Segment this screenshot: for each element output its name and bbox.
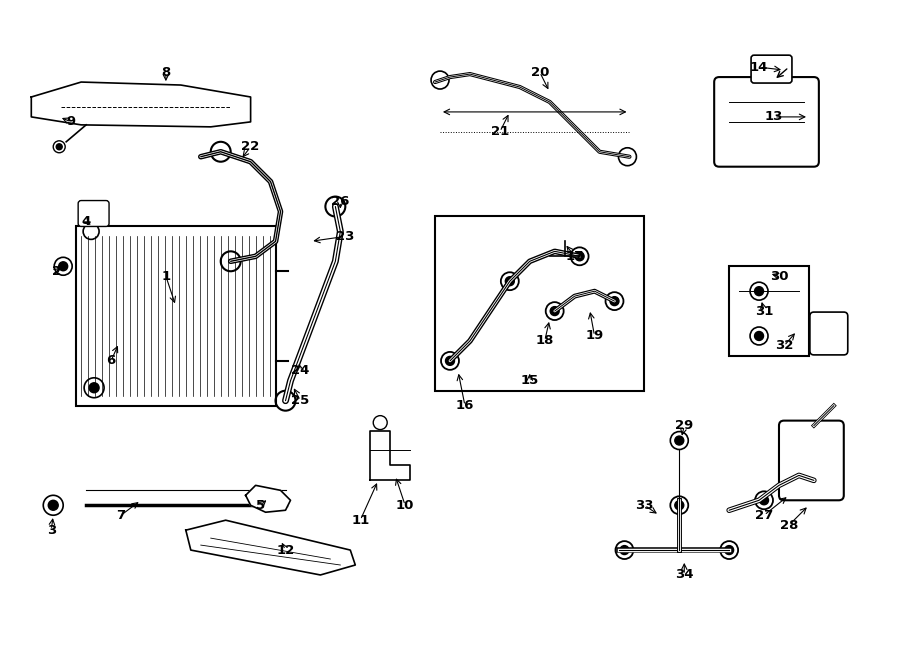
Circle shape (575, 252, 584, 261)
Text: 13: 13 (765, 110, 783, 124)
FancyBboxPatch shape (752, 55, 792, 83)
Circle shape (620, 545, 629, 555)
Text: 26: 26 (331, 195, 349, 208)
Text: 9: 9 (67, 116, 76, 128)
Text: 12: 12 (276, 543, 294, 557)
FancyBboxPatch shape (779, 420, 844, 500)
Text: 25: 25 (292, 394, 310, 407)
Text: 14: 14 (750, 61, 769, 73)
Text: 3: 3 (47, 524, 56, 537)
Circle shape (760, 496, 769, 505)
Circle shape (675, 501, 684, 510)
Text: 18: 18 (536, 334, 554, 348)
Text: 32: 32 (775, 340, 793, 352)
Circle shape (809, 476, 818, 485)
Text: 34: 34 (675, 568, 694, 582)
Text: 6: 6 (106, 354, 116, 368)
Text: 19: 19 (585, 329, 604, 342)
Polygon shape (185, 520, 356, 575)
Bar (435, 217, 644, 391)
Circle shape (754, 332, 763, 340)
Text: 21: 21 (491, 126, 509, 138)
Text: 30: 30 (770, 270, 788, 283)
Bar (729, 266, 809, 356)
Circle shape (58, 262, 68, 271)
Text: 15: 15 (520, 374, 539, 387)
Circle shape (610, 297, 619, 305)
Text: 22: 22 (241, 140, 260, 153)
Polygon shape (370, 430, 410, 481)
Text: 7: 7 (116, 509, 126, 522)
Text: 27: 27 (755, 509, 773, 522)
Text: 10: 10 (396, 499, 414, 512)
Text: 24: 24 (292, 364, 310, 377)
Text: 31: 31 (755, 305, 773, 317)
Text: 16: 16 (455, 399, 474, 412)
Circle shape (675, 436, 684, 445)
Circle shape (754, 287, 763, 295)
Bar (76, 227, 275, 406)
Circle shape (550, 307, 559, 315)
Circle shape (49, 500, 58, 510)
Text: 33: 33 (635, 499, 653, 512)
Text: 20: 20 (530, 65, 549, 79)
Circle shape (446, 356, 454, 366)
Text: 23: 23 (336, 230, 355, 243)
Text: 4: 4 (82, 215, 91, 228)
Text: 11: 11 (351, 514, 369, 527)
Text: 8: 8 (161, 65, 170, 79)
Circle shape (724, 545, 733, 555)
Polygon shape (246, 485, 291, 512)
Text: 2: 2 (51, 265, 61, 278)
Text: 17: 17 (565, 250, 584, 263)
Circle shape (89, 383, 99, 393)
Text: 28: 28 (779, 519, 798, 531)
FancyBboxPatch shape (810, 312, 848, 355)
FancyBboxPatch shape (715, 77, 819, 167)
Text: 1: 1 (161, 270, 170, 283)
FancyBboxPatch shape (78, 200, 109, 227)
Text: 29: 29 (675, 419, 693, 432)
Circle shape (56, 144, 62, 150)
Text: 5: 5 (256, 499, 266, 512)
Circle shape (505, 277, 514, 286)
